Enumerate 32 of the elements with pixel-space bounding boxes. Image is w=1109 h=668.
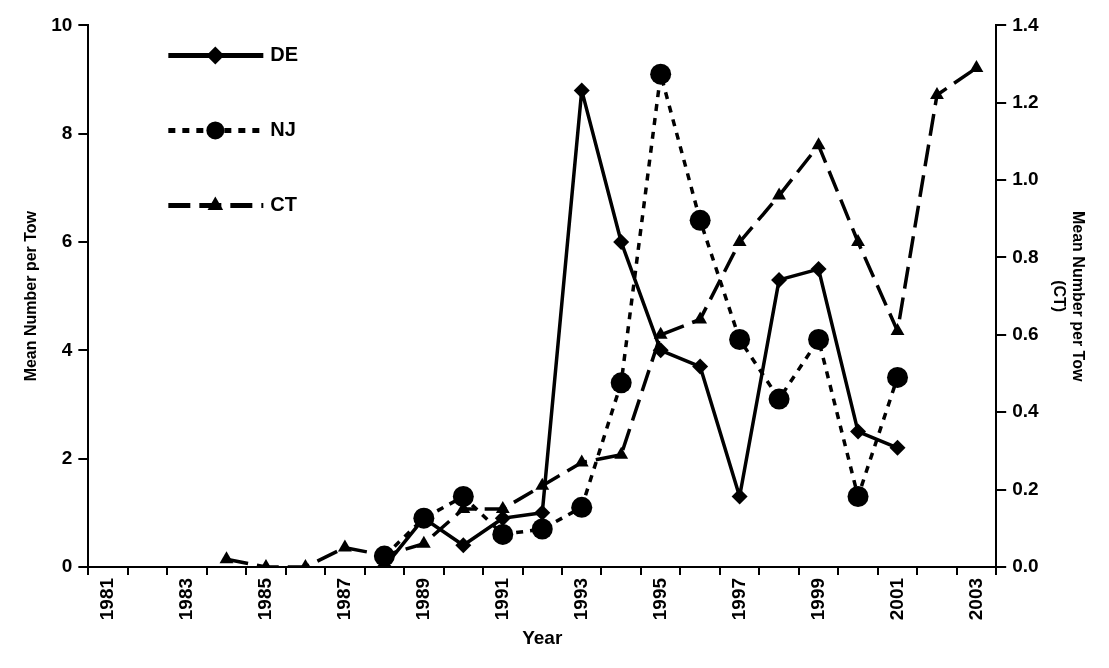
y2-tick-label: 0.0 <box>1012 555 1039 577</box>
x-axis-title: Year <box>522 626 563 648</box>
y2-tick-label: 1.2 <box>1012 91 1039 112</box>
x-tick-label: 1993 <box>569 577 591 621</box>
y2-tick-label: 0.2 <box>1012 477 1039 499</box>
x-tick-label: 1983 <box>175 577 197 621</box>
x-tick-label: 2003 <box>964 577 986 621</box>
x-tick-label: 2001 <box>885 577 907 621</box>
y-axis-title: Mean Number per Tow <box>22 210 40 382</box>
x-tick-label: 1989 <box>412 577 434 621</box>
y-tick-label: 8 <box>61 121 73 143</box>
x-tick-label: 1995 <box>648 577 670 621</box>
x-tick-label: 1981 <box>96 577 118 621</box>
legend-label: CT <box>270 192 298 215</box>
y2-tick-label: 1.4 <box>1012 13 1040 35</box>
x-tick-label: 1985 <box>254 577 276 621</box>
x-tick-label: 1997 <box>727 577 749 621</box>
y-tick-label: 10 <box>51 13 73 35</box>
y2-tick-label: 0.6 <box>1012 323 1039 345</box>
y-tick-label: 2 <box>61 446 73 468</box>
x-tick-label: 1999 <box>806 577 828 621</box>
y2-tick-label: 1.0 <box>1012 168 1039 190</box>
y-tick-label: 4 <box>61 338 73 360</box>
y2-axis-title: Mean Number per Tow (CT) <box>1050 210 1087 382</box>
y2-tick-label: 0.4 <box>1012 400 1040 422</box>
y-tick-label: 6 <box>61 230 73 252</box>
legend-label: DE <box>270 42 299 65</box>
y-tick-label: 0 <box>61 555 73 577</box>
x-tick-label: 1987 <box>333 577 355 621</box>
legend-label: NJ <box>270 117 296 140</box>
y2-tick-label: 0.8 <box>1012 245 1039 267</box>
x-tick-label: 1991 <box>491 577 513 621</box>
